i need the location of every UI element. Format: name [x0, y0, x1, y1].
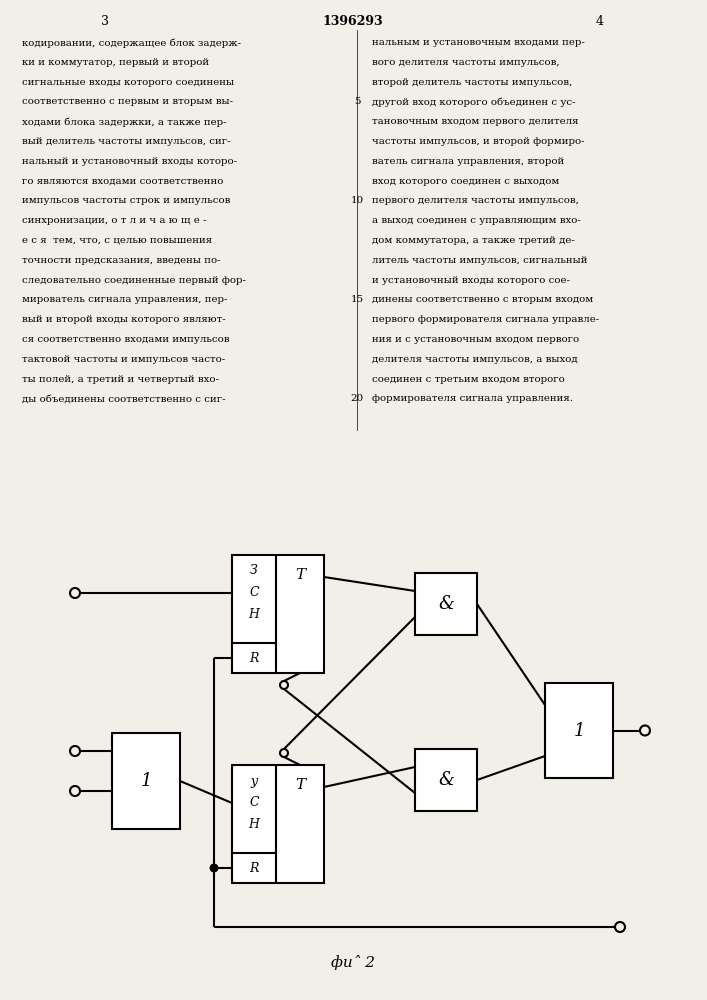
Text: ходами блока задержки, а также пер-: ходами блока задержки, а также пер- — [22, 117, 227, 127]
Text: ватель сигнала управления, второй: ватель сигнала управления, второй — [372, 157, 564, 166]
Text: соответственно с первым и вторым вы-: соответственно с первым и вторым вы- — [22, 97, 233, 106]
Text: T: T — [295, 568, 305, 582]
Text: 1396293: 1396293 — [322, 15, 383, 28]
Text: делителя частоты импульсов, а выход: делителя частоты импульсов, а выход — [372, 355, 578, 364]
Text: сигнальные входы которого соединены: сигнальные входы которого соединены — [22, 78, 234, 87]
Text: R: R — [250, 652, 259, 664]
Text: 3: 3 — [101, 15, 109, 28]
Text: формирователя сигнала управления.: формирователя сигнала управления. — [372, 394, 573, 403]
Text: 4: 4 — [596, 15, 604, 28]
Circle shape — [210, 864, 218, 872]
Text: ся соответственно входами импульсов: ся соответственно входами импульсов — [22, 335, 230, 344]
Text: C: C — [249, 796, 259, 810]
Text: ки и коммутатор, первый и второй: ки и коммутатор, первый и второй — [22, 58, 209, 67]
Text: кодировании, содержащее блок задерж-: кодировании, содержащее блок задерж- — [22, 38, 241, 47]
Text: вый делитель частоты импульсов, сиг-: вый делитель частоты импульсов, сиг- — [22, 137, 230, 146]
Text: а выход соединен с управляющим вхо-: а выход соединен с управляющим вхо- — [372, 216, 581, 225]
Text: H: H — [249, 608, 259, 621]
Text: е с я  тем, что, с целью повышения: е с я тем, что, с целью повышения — [22, 236, 212, 245]
Text: нальный и установочный входы которо-: нальный и установочный входы которо- — [22, 157, 237, 166]
Text: &: & — [438, 771, 454, 789]
Text: H: H — [249, 818, 259, 832]
Text: и установочный входы которого сое-: и установочный входы которого сое- — [372, 276, 570, 285]
Text: го являются входами соответственно: го являются входами соответственно — [22, 177, 223, 186]
Text: З: З — [250, 564, 258, 578]
Text: мирователь сигнала управления, пер-: мирователь сигнала управления, пер- — [22, 295, 228, 304]
Text: тановочным входом первого делителя: тановочным входом первого делителя — [372, 117, 578, 126]
Text: ния и с установочным входом первого: ния и с установочным входом первого — [372, 335, 579, 344]
Bar — [232, 555, 324, 673]
Text: нальным и установочным входами пер-: нальным и установочным входами пер- — [372, 38, 585, 47]
Text: ды объединены соответственно с сиг-: ды объединены соответственно с сиг- — [22, 394, 226, 403]
Text: &: & — [438, 595, 454, 613]
Text: точности предсказания, введены по-: точности предсказания, введены по- — [22, 256, 221, 265]
Text: 5: 5 — [354, 97, 361, 106]
Text: ты полей, а третий и четвертый вхо-: ты полей, а третий и четвертый вхо- — [22, 375, 219, 384]
Text: 10: 10 — [351, 196, 363, 205]
Bar — [232, 765, 324, 883]
Text: вход которого соединен с выходом: вход которого соединен с выходом — [372, 177, 559, 186]
Text: динены соответственно с вторым входом: динены соответственно с вторым входом — [372, 295, 593, 304]
Bar — [415, 749, 477, 811]
Text: импульсов частоты строк и импульсов: импульсов частоты строк и импульсов — [22, 196, 230, 205]
Text: синхронизации, о т л и ч а ю щ е -: синхронизации, о т л и ч а ю щ е - — [22, 216, 206, 225]
Text: R: R — [250, 861, 259, 874]
Bar — [415, 573, 477, 635]
Text: фиˆ 2: фиˆ 2 — [331, 955, 375, 970]
Text: тактовой частоты и импульсов часто-: тактовой частоты и импульсов часто- — [22, 355, 226, 364]
Text: частоты импульсов, и второй формиро-: частоты импульсов, и второй формиро- — [372, 137, 585, 146]
Text: вого делителя частоты импульсов,: вого делителя частоты импульсов, — [372, 58, 560, 67]
Text: первого формирователя сигнала управле-: первого формирователя сигнала управле- — [372, 315, 600, 324]
Text: литель частоты импульсов, сигнальный: литель частоты импульсов, сигнальный — [372, 256, 588, 265]
Text: второй делитель частоты импульсов,: второй делитель частоты импульсов, — [372, 78, 572, 87]
Text: T: T — [295, 778, 305, 792]
Text: вый и второй входы которого являют-: вый и второй входы которого являют- — [22, 315, 226, 324]
Text: первого делителя частоты импульсов,: первого делителя частоты импульсов, — [372, 196, 579, 205]
Text: 1: 1 — [573, 722, 585, 740]
Text: дом коммутатора, а также третий де-: дом коммутатора, а также третий де- — [372, 236, 575, 245]
Bar — [112, 733, 180, 829]
Text: соединен с третьим входом второго: соединен с третьим входом второго — [372, 375, 565, 384]
Text: y: y — [250, 774, 257, 788]
Text: 1: 1 — [140, 772, 152, 790]
Text: другой вход которого объединен с ус-: другой вход которого объединен с ус- — [372, 97, 575, 107]
Text: следовательно соединенные первый фор-: следовательно соединенные первый фор- — [22, 276, 246, 285]
Text: C: C — [249, 586, 259, 599]
Text: 15: 15 — [351, 295, 363, 304]
Text: 20: 20 — [351, 394, 363, 403]
Bar — [545, 683, 613, 778]
